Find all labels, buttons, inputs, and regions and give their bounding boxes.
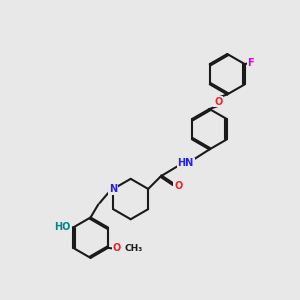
Text: O: O [214, 97, 223, 107]
Text: O: O [113, 243, 121, 254]
Text: HN: HN [178, 158, 194, 168]
Text: O: O [174, 181, 182, 191]
Text: N: N [109, 184, 117, 194]
Text: F: F [248, 58, 254, 68]
Text: CH₃: CH₃ [125, 244, 143, 253]
Text: HO: HO [55, 222, 71, 232]
